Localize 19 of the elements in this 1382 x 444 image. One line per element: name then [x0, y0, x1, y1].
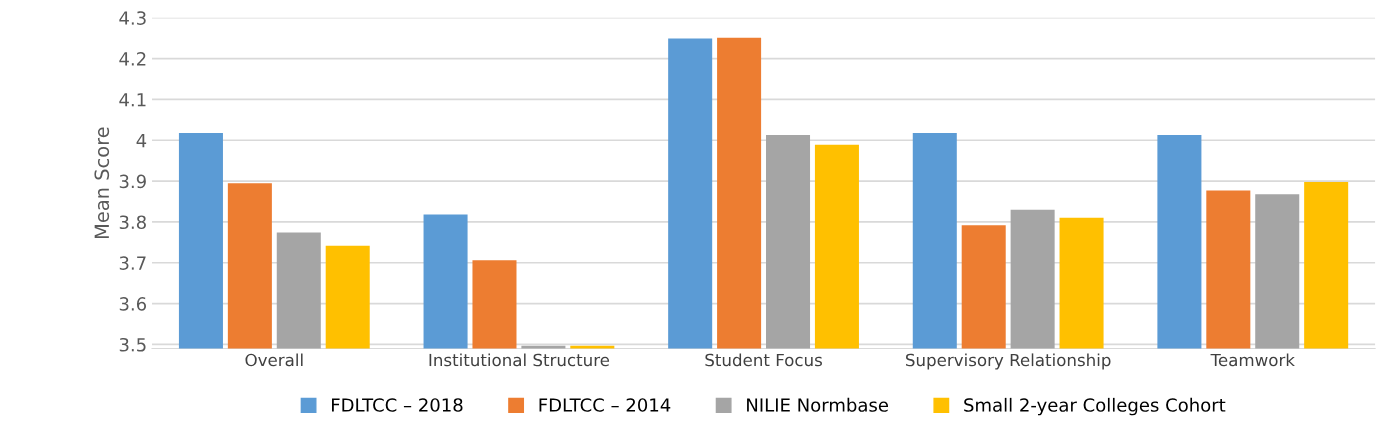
- legend-label: Small 2-year Colleges Cohort: [964, 397, 1226, 416]
- y-tick-label: 4.1: [119, 93, 146, 107]
- y-tick-label: 3.6: [119, 297, 147, 311]
- x-tick-label: Student Focus: [705, 353, 822, 367]
- x-tick-label: Supervisory Relationship: [906, 353, 1111, 370]
- y-tick-label: 4: [136, 133, 147, 148]
- y-axis-title: Mean Score: [94, 127, 110, 239]
- y-tick-label: 3.9: [119, 174, 146, 189]
- y-tick-label: 4.2: [119, 52, 146, 66]
- y-tick-label: 3.5: [119, 337, 146, 352]
- x-tick-label: Teamwork: [1210, 353, 1295, 367]
- x-tick-label: Overall: [245, 353, 303, 367]
- legend-label: FDLTCC – 2018: [332, 398, 463, 412]
- y-tick-label: 3.7: [119, 256, 146, 270]
- y-tick-label: 3.8: [119, 215, 146, 230]
- x-tick-label: Institutional Structure: [429, 353, 610, 367]
- legend-label: FDLTCC – 2014: [539, 398, 671, 412]
- y-tick-label: 4.3: [119, 11, 146, 25]
- legend-label: NILIE Normbase: [747, 397, 888, 412]
